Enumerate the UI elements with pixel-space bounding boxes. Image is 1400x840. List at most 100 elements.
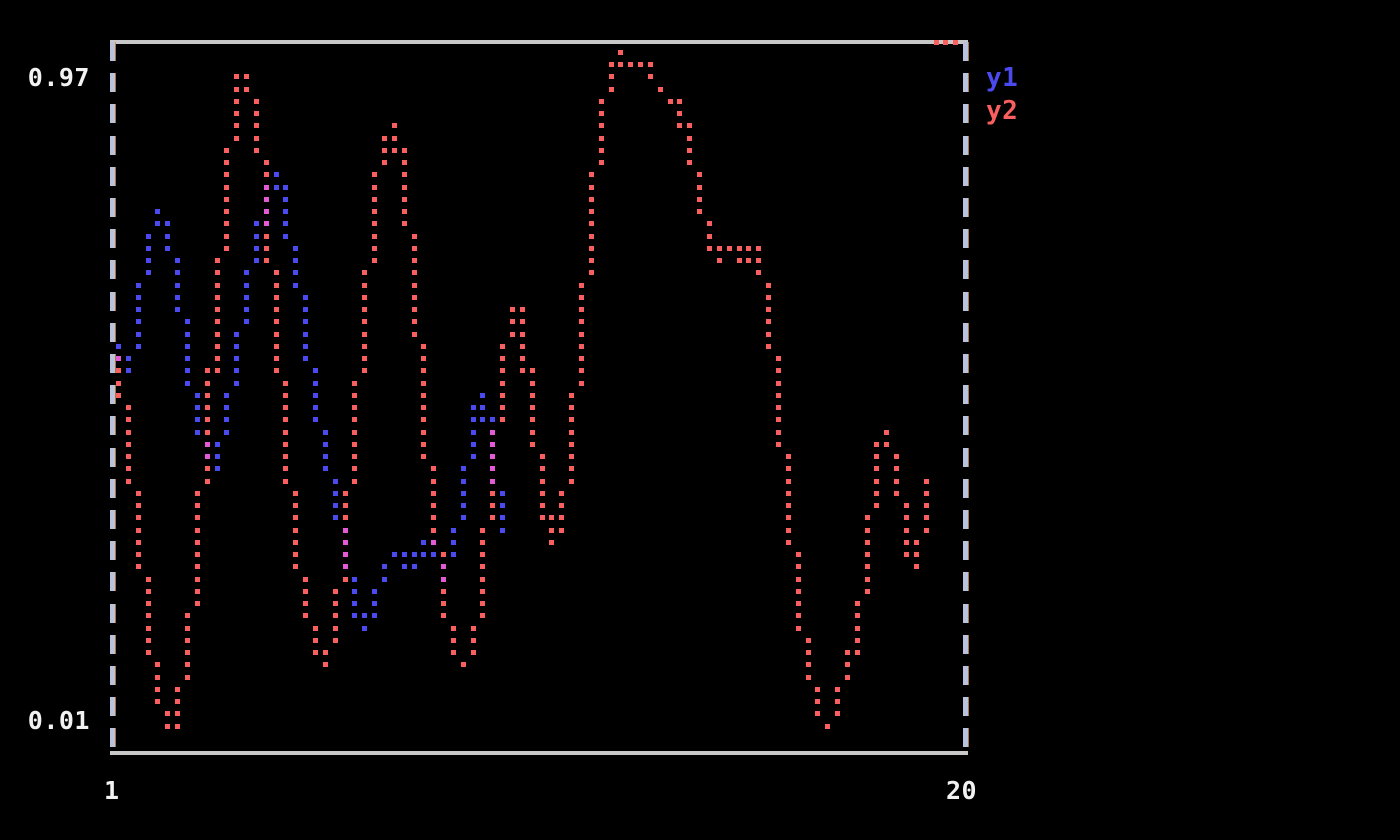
data-point-y2 <box>805 674 811 680</box>
data-point-y2 <box>766 294 772 300</box>
data-point-y2 <box>874 466 880 472</box>
data-point-y1 <box>135 307 141 312</box>
legend-entry-y1[interactable]: y1 <box>986 63 1019 93</box>
data-point-y2 <box>313 625 318 631</box>
data-point-y2 <box>854 637 860 643</box>
data-point-y2 <box>460 662 466 668</box>
data-point-y1 <box>135 343 141 349</box>
data-point-y1 <box>253 233 259 239</box>
data-point-y2 <box>450 650 456 655</box>
data-point-y2 <box>125 466 131 472</box>
data-point-overlap <box>263 221 269 227</box>
border-dash <box>963 260 968 280</box>
data-point-y2 <box>578 356 584 361</box>
data-point-y2 <box>884 429 890 435</box>
data-point-y1 <box>460 490 466 496</box>
data-point-y1 <box>381 564 387 570</box>
data-point-y2 <box>549 539 555 545</box>
data-point-y1 <box>165 245 171 251</box>
data-point-y2 <box>401 196 407 202</box>
data-point-y2 <box>815 699 821 704</box>
data-point-y2 <box>194 588 200 594</box>
data-point-y2 <box>569 429 575 435</box>
data-point-y2 <box>815 686 821 692</box>
data-point-y2 <box>204 478 210 484</box>
data-point-y2 <box>500 343 506 349</box>
border-dash <box>110 728 115 748</box>
data-point-y2 <box>953 40 959 45</box>
data-point-y1 <box>303 319 309 325</box>
data-point-y2 <box>411 307 417 312</box>
data-point-y2 <box>362 282 368 288</box>
data-point-y1 <box>431 552 437 557</box>
data-point-y2 <box>588 233 594 239</box>
data-point-y2 <box>539 503 545 508</box>
data-point-y2 <box>342 576 348 582</box>
data-point-y2 <box>421 441 427 447</box>
border-dash <box>963 510 968 529</box>
data-point-y2 <box>628 62 634 67</box>
data-point-y2 <box>923 503 929 508</box>
data-point-overlap <box>441 576 447 582</box>
data-point-y1 <box>480 417 486 423</box>
data-point-y2 <box>736 245 742 251</box>
plot-border-left <box>110 40 115 755</box>
data-point-y2 <box>775 405 781 410</box>
data-point-y2 <box>372 184 378 190</box>
data-point-y2 <box>480 576 486 582</box>
data-point-y2 <box>529 441 535 447</box>
data-point-y1 <box>362 613 368 619</box>
data-point-y2 <box>844 662 850 668</box>
data-point-y1 <box>244 307 249 312</box>
data-point-y2 <box>253 135 259 141</box>
data-point-y2 <box>303 601 309 606</box>
data-point-y1 <box>303 331 309 337</box>
border-dash <box>963 135 968 155</box>
data-point-y1 <box>135 282 141 288</box>
data-point-y2 <box>224 160 230 165</box>
data-point-y2 <box>234 135 240 141</box>
data-point-y1 <box>253 258 259 263</box>
data-point-y2 <box>470 650 476 655</box>
data-point-y2 <box>401 209 407 214</box>
data-point-y1 <box>293 270 299 276</box>
data-point-y1 <box>283 184 289 190</box>
data-point-y2 <box>362 307 368 312</box>
border-dash <box>110 198 115 217</box>
data-point-y2 <box>421 454 427 459</box>
data-point-y2 <box>411 258 417 263</box>
data-point-y1 <box>460 466 466 472</box>
data-point-y2 <box>253 147 259 153</box>
data-point-y2 <box>519 356 525 361</box>
data-point-y2 <box>332 637 338 643</box>
data-point-y2 <box>539 478 545 484</box>
data-point-y2 <box>894 466 900 472</box>
data-point-y2 <box>234 111 240 116</box>
data-point-y2 <box>569 392 575 398</box>
data-point-y2 <box>185 674 190 680</box>
data-point-y2 <box>578 307 584 312</box>
data-point-y2 <box>904 503 909 508</box>
data-point-y2 <box>598 160 604 165</box>
data-point-y2 <box>125 441 131 447</box>
border-dash <box>963 198 968 217</box>
border-dash <box>110 42 115 61</box>
data-point-y1 <box>470 454 476 459</box>
data-point-y2 <box>303 588 309 594</box>
data-point-y2 <box>490 503 496 508</box>
legend-entry-y2[interactable]: y2 <box>986 96 1019 126</box>
data-point-y2 <box>608 62 614 67</box>
data-point-y2 <box>135 515 141 521</box>
data-point-y2 <box>785 478 791 484</box>
data-point-y2 <box>155 699 161 704</box>
data-point-y2 <box>500 392 506 398</box>
data-point-y1 <box>421 552 427 557</box>
border-dash <box>963 728 968 748</box>
data-point-y2 <box>559 527 565 533</box>
border-dash <box>110 478 115 498</box>
data-point-y2 <box>470 637 476 643</box>
data-point-overlap <box>490 454 496 459</box>
data-point-y2 <box>835 711 840 717</box>
data-point-y2 <box>904 539 909 545</box>
data-point-y2 <box>864 552 870 557</box>
